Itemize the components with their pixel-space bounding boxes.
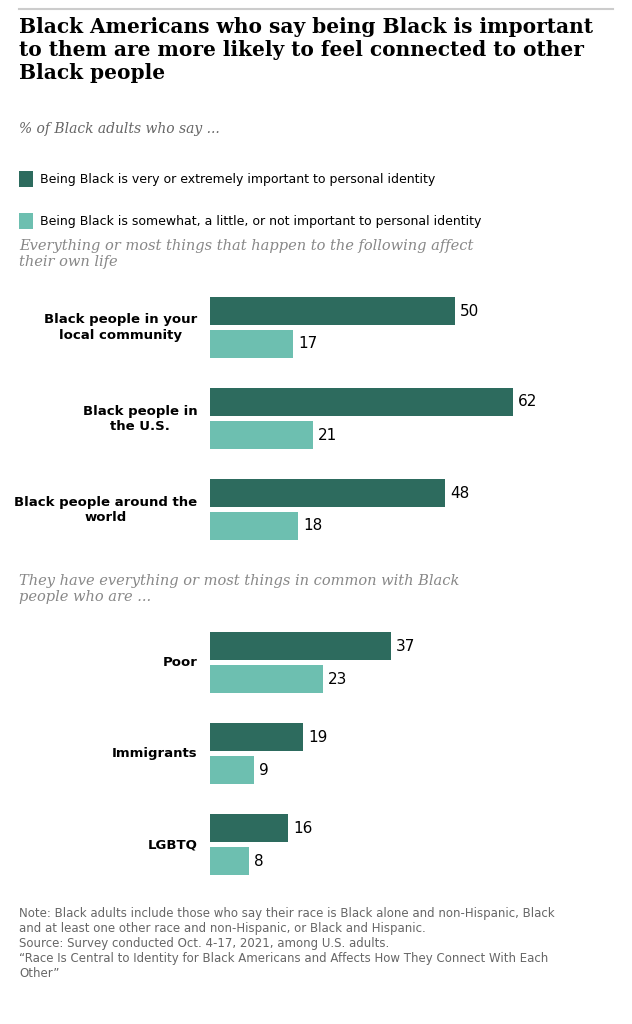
Bar — [210, 512, 298, 540]
Text: 23: 23 — [327, 672, 347, 686]
Text: Black people in
the U.S.: Black people in the U.S. — [83, 404, 197, 432]
Text: Black Americans who say being Black is important
to them are more likely to feel: Black Americans who say being Black is i… — [19, 17, 593, 83]
Text: Note: Black adults include those who say their race is Black alone and non-Hispa: Note: Black adults include those who say… — [19, 907, 555, 980]
Text: They have everything or most things in common with Black
people who are ...: They have everything or most things in c… — [19, 574, 459, 604]
Bar — [210, 756, 254, 784]
Bar — [210, 632, 391, 660]
Bar — [210, 723, 303, 751]
Text: 17: 17 — [298, 337, 317, 351]
Bar — [210, 814, 288, 842]
Bar — [210, 665, 322, 693]
Text: 8: 8 — [254, 853, 264, 868]
Bar — [210, 297, 454, 325]
Text: 50: 50 — [459, 303, 479, 318]
FancyBboxPatch shape — [19, 213, 33, 229]
Text: Black people around the
world: Black people around the world — [15, 496, 197, 523]
Text: 37: 37 — [396, 639, 415, 653]
Bar — [210, 479, 445, 507]
Text: Being Black is somewhat, a little, or not important to personal identity: Being Black is somewhat, a little, or no… — [40, 214, 481, 227]
Text: 16: 16 — [293, 820, 313, 836]
Text: Everything or most things that happen to the following affect
their own life: Everything or most things that happen to… — [19, 239, 473, 269]
Bar — [210, 330, 293, 358]
FancyBboxPatch shape — [19, 171, 33, 187]
Text: % of Black adults who say ...: % of Black adults who say ... — [19, 122, 220, 136]
Text: 21: 21 — [318, 427, 337, 442]
Bar — [210, 421, 313, 449]
Bar — [210, 847, 249, 874]
Text: 9: 9 — [259, 763, 269, 777]
Text: 19: 19 — [308, 729, 327, 744]
Text: 48: 48 — [450, 485, 469, 501]
Bar — [210, 388, 513, 416]
Text: LGBTQ: LGBTQ — [147, 838, 197, 851]
Text: Black people in your
local community: Black people in your local community — [44, 313, 197, 341]
Text: 62: 62 — [518, 394, 538, 410]
Text: Immigrants: Immigrants — [112, 746, 197, 760]
Text: Being Black is very or extremely important to personal identity: Being Black is very or extremely importa… — [40, 172, 435, 185]
Text: Poor: Poor — [162, 656, 197, 669]
Text: 18: 18 — [303, 518, 322, 534]
